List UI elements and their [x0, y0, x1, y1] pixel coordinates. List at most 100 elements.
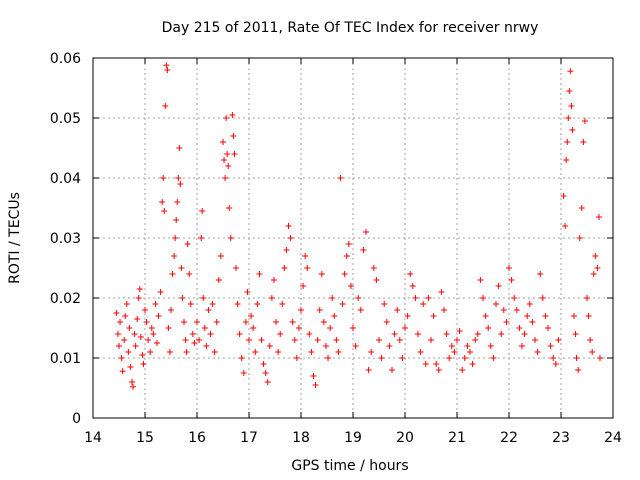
data-point: [381, 301, 388, 307]
data-point: [172, 235, 179, 241]
data-point: [480, 295, 486, 301]
data-point: [221, 157, 228, 163]
data-point: [130, 383, 137, 390]
data-point: [126, 325, 133, 331]
data-point: [176, 145, 183, 151]
data-point: [220, 139, 226, 145]
data-point: [129, 379, 135, 385]
data-point: [506, 265, 512, 271]
x-tick-label: 20: [396, 430, 414, 446]
data-point: [308, 349, 315, 355]
data-point: [283, 247, 290, 253]
plot-frame: [92, 57, 614, 419]
data-points: [113, 62, 603, 390]
data-point: [121, 337, 128, 343]
data-point: [161, 208, 168, 214]
data-point: [248, 313, 255, 319]
data-point: [175, 175, 182, 181]
data-point: [298, 307, 304, 313]
data-point: [306, 331, 313, 337]
data-point: [422, 361, 429, 367]
data-point: [127, 364, 134, 370]
data-point: [233, 265, 239, 271]
data-point: [168, 307, 174, 313]
data-point: [482, 313, 489, 319]
data-point: [428, 337, 434, 343]
data-point: [396, 337, 403, 343]
data-point: [201, 325, 208, 331]
data-point: [498, 331, 505, 337]
data-point: [132, 343, 139, 349]
data-point: [119, 368, 126, 375]
data-point: [183, 349, 190, 355]
data-point: [337, 175, 344, 181]
data-point: [566, 88, 573, 94]
data-point: [585, 313, 592, 319]
x-tick-label: 16: [188, 430, 206, 446]
data-point: [258, 337, 265, 343]
data-point: [467, 349, 473, 355]
data-point: [316, 307, 323, 313]
y-tick-label: 0.02: [50, 291, 81, 307]
data-point: [165, 325, 172, 331]
data-point: [139, 352, 146, 358]
data-point: [587, 337, 594, 343]
data-point: [503, 319, 510, 325]
data-point: [318, 271, 325, 277]
data-point: [493, 301, 499, 307]
data-point: [164, 67, 171, 73]
x-tick-label: 19: [344, 430, 362, 446]
data-point: [226, 205, 233, 211]
data-point: [529, 319, 536, 325]
data-point: [417, 349, 424, 355]
data-point: [443, 331, 450, 337]
data-point: [179, 295, 186, 301]
data-point: [131, 331, 138, 337]
data-point: [526, 301, 533, 307]
data-point: [345, 241, 352, 247]
data-point: [142, 307, 148, 313]
data-point: [485, 325, 492, 331]
data-point: [521, 331, 528, 337]
data-point: [215, 277, 222, 283]
data-point: [567, 68, 574, 75]
data-point: [341, 271, 348, 277]
data-point: [152, 301, 159, 307]
data-point: [573, 355, 580, 361]
data-point: [293, 355, 300, 361]
x-tick-labels: 14 15 16 17 18 19 20 21 22 23 24: [84, 430, 622, 446]
data-point: [281, 265, 288, 271]
data-point: [569, 127, 576, 133]
data-point: [352, 343, 359, 349]
data-point: [266, 343, 273, 349]
data-point: [383, 319, 390, 325]
y-axis-label: ROTI / TECUs: [7, 192, 23, 284]
data-point: [231, 151, 238, 157]
data-point: [113, 310, 120, 316]
data-point: [223, 115, 230, 121]
data-point: [547, 343, 554, 349]
y-tick-label: 0.06: [50, 51, 81, 67]
y-tick-label: 0.01: [50, 351, 81, 367]
data-point: [532, 337, 538, 343]
data-point: [355, 295, 362, 301]
x-tick-label: 18: [292, 430, 310, 446]
data-point: [542, 313, 549, 319]
data-point: [399, 355, 406, 361]
data-point: [370, 265, 377, 271]
data-point: [217, 253, 224, 259]
data-point: [186, 271, 193, 277]
data-point: [314, 337, 321, 343]
data-point: [200, 295, 207, 301]
data-point: [224, 151, 231, 157]
data-point: [157, 289, 164, 295]
data-point: [564, 139, 571, 145]
data-point: [143, 319, 150, 325]
data-point: [446, 355, 453, 361]
data-point: [565, 115, 572, 121]
data-point: [524, 313, 531, 319]
data-point: [116, 343, 122, 349]
data-point: [376, 337, 382, 343]
data-point: [250, 325, 257, 331]
data-point: [256, 271, 263, 277]
